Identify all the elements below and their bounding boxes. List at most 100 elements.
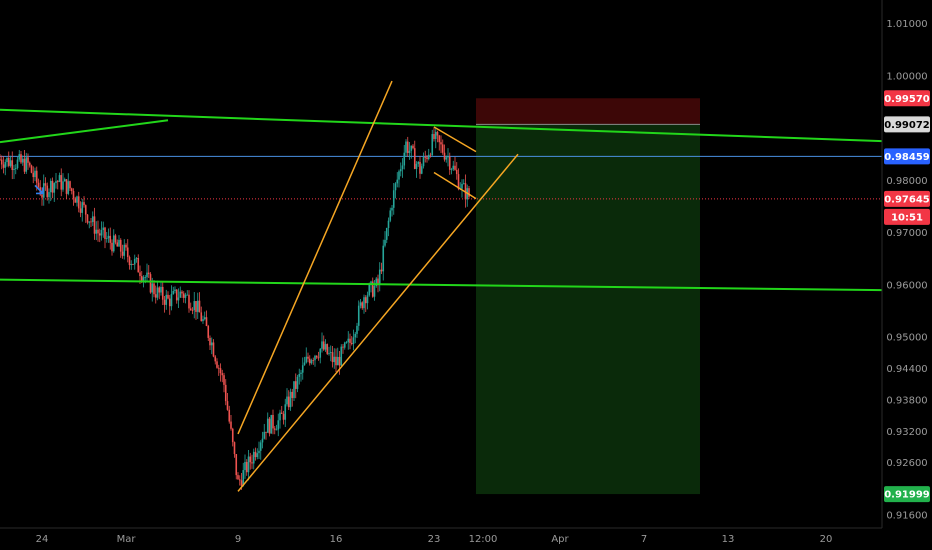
candle-body <box>56 181 59 182</box>
take-profit-zone[interactable] <box>476 124 700 495</box>
candle-body <box>422 157 425 167</box>
candle-body <box>366 295 369 304</box>
trend-line-3[interactable] <box>237 80 393 435</box>
candle-92 <box>160 281 162 296</box>
candle-body <box>277 420 280 430</box>
trend-line-5[interactable] <box>433 126 477 153</box>
candle-body <box>142 277 145 281</box>
candle-105 <box>182 291 185 303</box>
candle-133 <box>231 427 234 447</box>
trend-line-1[interactable] <box>0 119 169 144</box>
candle-29 <box>49 178 52 202</box>
price-tick-label-6: 0.94400 <box>886 364 927 375</box>
candle-114 <box>198 292 201 313</box>
candle-body <box>231 428 234 443</box>
arrow-marker-icon <box>34 184 44 195</box>
markers <box>34 184 44 195</box>
candle-103 <box>179 286 182 299</box>
candle-173 <box>301 357 304 380</box>
drawing-lines[interactable] <box>0 80 883 492</box>
candle-59 <box>102 221 105 238</box>
candle-47 <box>81 198 84 222</box>
candle-body <box>25 157 28 172</box>
candle-166 <box>289 388 292 411</box>
candle-body <box>268 418 271 434</box>
candle-body <box>296 376 299 389</box>
candle-body <box>335 356 337 366</box>
time-scale-labels: 24 Mar 9 16 23 12:00 Apr 7 13 20 <box>36 534 833 545</box>
candle-body <box>119 239 122 252</box>
candle-body <box>132 263 134 265</box>
candle-body <box>14 168 17 169</box>
candle-40 <box>69 180 71 191</box>
candle-165 <box>287 390 290 410</box>
candle-body <box>354 333 357 338</box>
candle-body <box>324 344 327 350</box>
trend-line-2[interactable] <box>0 278 883 292</box>
price-tick-label-0: 1.01000 <box>886 19 927 30</box>
candle-207 <box>361 301 364 310</box>
price-tag-background <box>884 90 930 107</box>
candle-126 <box>219 363 222 382</box>
candle-body <box>375 278 378 287</box>
candle-body <box>153 283 155 295</box>
candle-body <box>387 220 390 228</box>
candle-161 <box>280 405 283 415</box>
short-position-tool[interactable] <box>476 98 700 495</box>
candle-141 <box>245 459 248 476</box>
candle-body <box>312 360 315 361</box>
candle-body <box>406 141 409 154</box>
price-tag-background <box>884 486 930 503</box>
candle-61 <box>105 232 108 243</box>
candle-75 <box>130 260 133 270</box>
candle-238 <box>415 161 418 178</box>
candle-body <box>105 238 108 239</box>
candle-68 <box>118 235 120 247</box>
candle-245 <box>427 148 430 161</box>
candle-50 <box>86 213 89 225</box>
candle-body <box>259 442 262 451</box>
stop-loss-zone[interactable] <box>476 98 700 125</box>
candle-199 <box>347 331 350 350</box>
candle-185 <box>322 335 325 351</box>
candle-body <box>329 352 332 353</box>
candle-264 <box>461 179 463 198</box>
candle-63 <box>109 227 112 250</box>
candle-79 <box>137 254 140 273</box>
candle-188 <box>328 346 330 356</box>
trend-line-0[interactable] <box>0 108 883 143</box>
candle-body <box>104 227 106 239</box>
candle-123 <box>214 355 217 365</box>
candle-120 <box>209 335 211 350</box>
candle-52 <box>90 217 92 228</box>
candle-218 <box>380 262 383 274</box>
candle-205 <box>357 300 360 331</box>
time-tick-label-3: 16 <box>330 534 343 545</box>
candle-204 <box>356 322 358 338</box>
candle-body <box>340 346 343 366</box>
candle-body <box>140 276 143 281</box>
price-tag-label: 0.91999 <box>884 490 930 501</box>
candle-265 <box>462 179 465 185</box>
candle-101 <box>175 289 178 304</box>
candle-176 <box>307 352 309 363</box>
candle-body <box>238 479 241 481</box>
candle-164 <box>286 388 288 407</box>
candle-body <box>308 358 311 364</box>
candle-body <box>298 373 301 377</box>
trend-line-6[interactable] <box>433 171 477 200</box>
candle-body <box>35 170 38 183</box>
candle-230 <box>401 158 404 178</box>
candle-body <box>216 361 218 368</box>
candle-body <box>342 346 344 348</box>
candle-body <box>450 169 453 171</box>
candle-body <box>457 174 460 189</box>
candle-body <box>2 164 5 168</box>
candle-body <box>67 181 70 194</box>
candle-195 <box>340 344 343 367</box>
candle-249 <box>434 127 437 149</box>
candle-body <box>123 244 126 256</box>
candle-body <box>373 286 376 297</box>
trend-line-4[interactable] <box>237 153 519 492</box>
